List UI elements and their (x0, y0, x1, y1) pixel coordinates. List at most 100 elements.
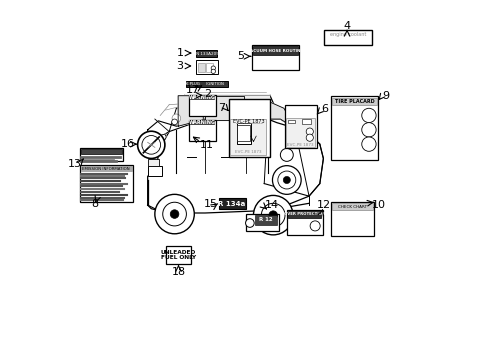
Text: WARNING: WARNING (188, 120, 215, 125)
Bar (254, 215, 277, 225)
Bar (246, 214, 278, 231)
Text: R 134a: R 134a (218, 201, 245, 207)
Circle shape (253, 195, 292, 235)
Polygon shape (178, 96, 203, 126)
Text: 2: 2 (204, 89, 211, 99)
Polygon shape (246, 101, 264, 120)
Text: CHECK CHART: CHECK CHART (337, 205, 366, 209)
Circle shape (171, 119, 177, 125)
Text: 15: 15 (203, 199, 217, 210)
Text: UNLEADED: UNLEADED (161, 250, 196, 255)
Bar (253, 46, 298, 55)
Text: 17: 17 (185, 85, 199, 95)
Circle shape (211, 66, 215, 70)
Polygon shape (204, 96, 244, 120)
Circle shape (245, 219, 254, 227)
Circle shape (277, 171, 295, 189)
Bar (237, 126, 250, 140)
Bar (301, 119, 310, 125)
Text: 9: 9 (382, 91, 389, 101)
Bar (166, 246, 190, 264)
Bar (190, 121, 214, 125)
Text: engine coolant: engine coolant (329, 32, 366, 37)
Bar (188, 120, 215, 140)
Bar (196, 50, 217, 57)
Polygon shape (176, 95, 280, 126)
Circle shape (261, 203, 285, 227)
Circle shape (283, 176, 290, 184)
Bar (80, 165, 132, 202)
Polygon shape (159, 134, 166, 140)
Bar (80, 148, 123, 161)
Circle shape (361, 137, 375, 151)
Circle shape (155, 194, 194, 234)
Text: 12: 12 (316, 200, 330, 210)
Text: 1: 1 (176, 48, 183, 58)
Bar (332, 203, 372, 211)
Text: FUEL ONLY: FUEL ONLY (161, 255, 196, 260)
Text: VACUUM HOSE ROUTING: VACUUM HOSE ROUTING (247, 49, 304, 53)
Bar (284, 105, 316, 148)
Bar (330, 202, 373, 235)
Text: ─────────────: ───────────── (235, 122, 262, 126)
Bar (206, 63, 213, 72)
Bar (196, 60, 217, 74)
Text: 7: 7 (217, 103, 224, 113)
Polygon shape (264, 101, 294, 128)
Circle shape (309, 221, 320, 231)
Bar (188, 95, 215, 116)
Circle shape (137, 131, 164, 158)
Bar (218, 198, 245, 210)
Bar (332, 98, 376, 105)
Circle shape (280, 148, 293, 161)
Bar (147, 166, 162, 176)
Bar (324, 30, 371, 45)
Circle shape (142, 135, 160, 154)
Text: 3: 3 (175, 61, 183, 71)
Text: 6: 6 (321, 104, 328, 114)
Text: EVC-PE 1873: EVC-PE 1873 (235, 150, 262, 154)
Text: 10: 10 (371, 200, 385, 210)
Bar (330, 96, 377, 160)
Text: 18: 18 (171, 267, 185, 277)
Text: TIRE PLACARD: TIRE PLACARD (334, 99, 374, 104)
Circle shape (305, 128, 313, 135)
Text: 8: 8 (91, 199, 98, 210)
Circle shape (172, 114, 180, 123)
Bar (285, 118, 314, 147)
Bar (236, 123, 250, 144)
Bar (228, 99, 269, 157)
Bar (81, 166, 131, 171)
Bar (287, 211, 320, 218)
Polygon shape (147, 119, 323, 213)
Text: R 12: R 12 (259, 217, 272, 222)
Bar (198, 63, 204, 72)
Text: 5: 5 (237, 51, 244, 61)
Bar (287, 120, 294, 123)
Bar (230, 119, 265, 155)
Circle shape (211, 69, 215, 73)
Bar (286, 210, 322, 234)
Text: EVC-PE 1873: EVC-PE 1873 (287, 143, 313, 147)
Text: 16: 16 (121, 139, 135, 149)
Text: EVC-PE 1873: EVC-PE 1873 (232, 120, 264, 125)
Polygon shape (176, 95, 269, 126)
Circle shape (361, 123, 375, 137)
Circle shape (272, 166, 301, 194)
Text: EMISSION INFORMATION: EMISSION INFORMATION (82, 167, 130, 171)
Circle shape (361, 108, 375, 123)
Circle shape (305, 134, 313, 141)
Bar (81, 149, 122, 154)
Bar (252, 45, 298, 69)
Circle shape (268, 211, 277, 220)
Bar (148, 159, 159, 166)
Polygon shape (147, 119, 204, 144)
Text: 4: 4 (343, 21, 350, 31)
Text: 14: 14 (264, 200, 278, 210)
Text: 13: 13 (68, 159, 82, 169)
Text: WARNING: WARNING (188, 95, 215, 100)
Bar (186, 81, 227, 87)
Text: SPARK PLUG     IGNITION    INFO: SPARK PLUG IGNITION INFO (175, 82, 238, 86)
Bar (190, 96, 214, 99)
Circle shape (163, 202, 186, 226)
